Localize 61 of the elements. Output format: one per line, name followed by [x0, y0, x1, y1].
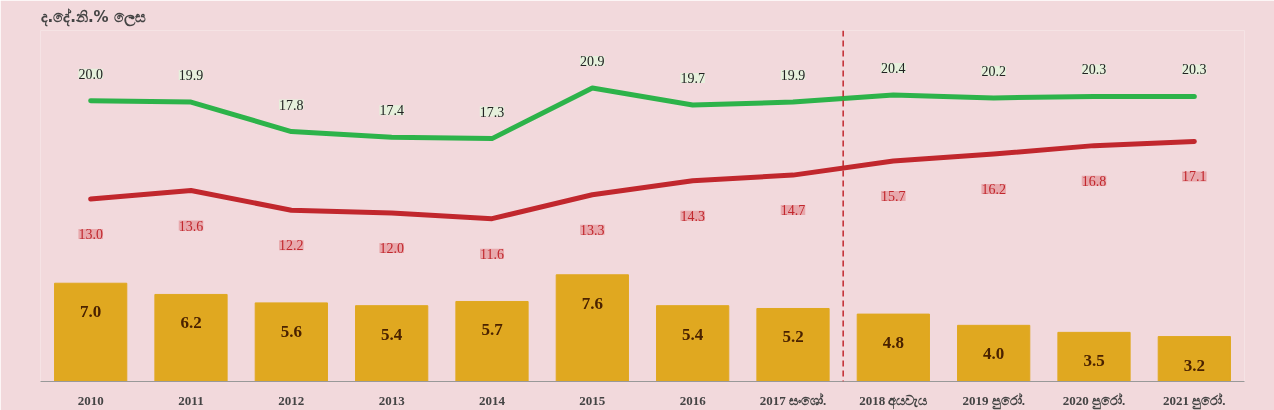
- x-tick-label: 2010: [77, 392, 104, 408]
- data-label: 4.0: [983, 344, 1005, 364]
- bar: [54, 282, 128, 382]
- data-label: 7.0: [80, 302, 102, 322]
- x-tick-label: 2016: [679, 392, 707, 408]
- data-label: 17.8: [279, 97, 304, 113]
- data-label: 19.9: [178, 68, 204, 84]
- data-label: 16.2: [981, 182, 1006, 198]
- data-label: 14.3: [680, 208, 705, 224]
- data-label: 17.1: [1182, 169, 1207, 185]
- chart-title: ද.දේ.නි.% ලෙස: [40, 7, 146, 27]
- x-tick-label: 2020 පුරෝ.: [1062, 391, 1126, 410]
- bar: [756, 307, 830, 382]
- data-label: 13.3: [580, 222, 605, 238]
- bar: [1157, 336, 1231, 382]
- data-label: 17.3: [479, 104, 505, 120]
- data-label: 20.2: [981, 63, 1006, 79]
- data-label: 5.7: [481, 320, 504, 340]
- data-label: 4.8: [882, 333, 904, 353]
- bar: [856, 313, 930, 382]
- bar: [957, 324, 1031, 382]
- data-label: 20.4: [881, 61, 906, 77]
- data-label: 6.2: [180, 313, 202, 333]
- data-label: 20.3: [1182, 62, 1207, 78]
- bar: [254, 302, 328, 382]
- data-label: 13.0: [78, 226, 103, 242]
- x-tick-label: 2014: [479, 392, 506, 408]
- data-label: 13.6: [178, 218, 204, 234]
- data-label: 5.6: [280, 321, 302, 341]
- data-label: 19.9: [780, 68, 806, 84]
- data-label: 7.6: [581, 293, 603, 313]
- data-label: 11.6: [480, 246, 504, 262]
- bar: [555, 274, 629, 382]
- x-tick-label: 2018 අයවැය: [859, 392, 929, 410]
- data-label: 17.4: [379, 103, 404, 119]
- data-label: 3.2: [1183, 355, 1205, 375]
- bar: [355, 305, 429, 382]
- data-label: 20.3: [1081, 62, 1107, 78]
- data-label: 3.5: [1083, 351, 1105, 371]
- data-label: 5.2: [782, 327, 804, 347]
- x-tick-label: 2019 පුරෝ.: [962, 391, 1025, 410]
- data-label: 5.4: [682, 324, 704, 344]
- bar: [656, 305, 730, 382]
- data-label: 12.0: [379, 241, 404, 257]
- data-label: 5.4: [381, 324, 403, 344]
- x-tick-label: 2021 පුරෝ.: [1163, 391, 1226, 410]
- bar: [154, 293, 228, 382]
- data-label: 20.0: [78, 66, 103, 82]
- x-tick-label: 2013: [378, 392, 406, 408]
- x-tick-label: 2017 සංශෝ.: [759, 391, 827, 408]
- data-label: 19.7: [680, 70, 705, 86]
- data-label: 20.9: [580, 54, 605, 70]
- data-label: 16.8: [1081, 173, 1107, 189]
- x-tick-label: 2011: [178, 392, 204, 408]
- data-label: 12.2: [279, 238, 304, 254]
- bar: [1057, 331, 1131, 382]
- data-label: 14.7: [780, 203, 806, 219]
- data-label: 15.7: [881, 189, 906, 205]
- bar: [455, 300, 529, 382]
- x-tick-label: 2012: [278, 392, 305, 408]
- x-tick-label: 2015: [579, 392, 606, 408]
